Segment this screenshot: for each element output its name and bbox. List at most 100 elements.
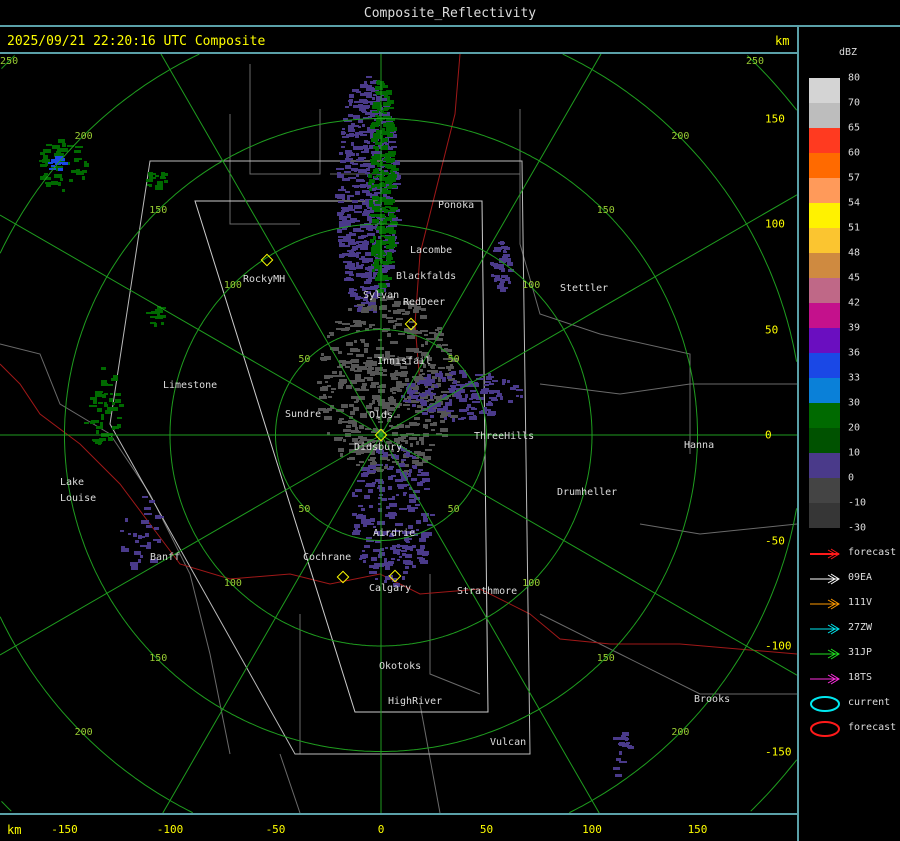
echo-cell <box>387 468 393 470</box>
echo-cell <box>388 310 391 312</box>
echo-cell <box>138 535 142 539</box>
echo-cell <box>51 181 58 185</box>
echo-cell <box>348 125 354 129</box>
echo-cell <box>354 185 359 188</box>
echo-cell <box>474 408 477 410</box>
range-ring-label: 150 <box>597 653 615 664</box>
echo-cell <box>339 174 344 178</box>
echo-cell <box>626 742 630 744</box>
echo-cell <box>353 407 359 411</box>
echo-cell <box>372 219 379 223</box>
echo-cell <box>356 174 359 177</box>
echo-cell <box>377 163 380 167</box>
echo-cell <box>360 286 364 288</box>
echo-cell <box>358 180 365 182</box>
echo-cell <box>493 250 501 252</box>
echo-cell <box>425 426 428 429</box>
echo-cell <box>361 264 364 266</box>
boundary-line <box>540 384 797 394</box>
echo-cell <box>377 399 380 402</box>
echo-cell <box>374 192 381 194</box>
echo-cell <box>406 348 414 352</box>
echo-cell <box>366 279 372 282</box>
echo-cell <box>349 94 354 98</box>
echo-cell <box>373 236 376 240</box>
echo-cell <box>382 183 385 187</box>
colorbar-unit: dBZ <box>839 47 857 58</box>
echo-cell <box>389 183 392 185</box>
echo-cell <box>467 412 474 415</box>
echo-cell <box>377 175 383 177</box>
colorbar-level: 0 <box>848 473 854 484</box>
echo-cell <box>354 524 360 528</box>
echo-cell <box>414 423 420 425</box>
radial-line <box>0 435 381 655</box>
echo-cell <box>354 211 362 213</box>
echo-cell <box>354 205 362 209</box>
echo-cell <box>383 145 388 149</box>
legend-label: 31JP <box>848 647 872 658</box>
echo-cell <box>366 92 370 96</box>
echo-cell <box>356 262 359 265</box>
echo-cell <box>46 184 51 187</box>
echo-cell <box>375 168 378 171</box>
echo-cell <box>375 149 379 151</box>
echo-cell <box>431 429 435 431</box>
echo-cell <box>142 496 148 498</box>
echo-cell <box>351 142 354 146</box>
echo-cell <box>361 339 365 343</box>
echo-cell <box>448 388 451 390</box>
echo-cell <box>391 377 397 380</box>
echo-cell <box>422 472 425 476</box>
echo-cell <box>356 159 364 161</box>
echo-cell <box>51 159 55 163</box>
echo-cell <box>411 383 415 387</box>
radar-map[interactable]: Ponoka Lacombe Blackfalds Sylvan RedDeer Rock… <box>0 54 797 813</box>
echo-cell <box>613 767 620 770</box>
echo-cell <box>344 253 349 256</box>
echo-cell <box>350 411 355 415</box>
echo-cell <box>339 242 342 245</box>
echo-cell <box>69 179 73 182</box>
echo-cell <box>369 200 373 204</box>
echo-cell <box>420 369 423 372</box>
arrow-icon <box>809 544 841 564</box>
echo-cell <box>150 173 154 175</box>
echo-cell <box>99 438 106 441</box>
echo-cell <box>332 371 337 374</box>
echo-cell <box>363 245 368 249</box>
echo-cell <box>389 124 395 128</box>
echo-cell <box>368 116 372 118</box>
echo-cell <box>349 252 355 254</box>
echo-cell <box>84 422 89 424</box>
echo-cell <box>342 228 347 230</box>
echo-cell <box>397 484 404 487</box>
echo-cell <box>74 158 82 160</box>
echo-cell <box>360 366 367 368</box>
echo-cell <box>361 508 365 511</box>
colorbar-swatch <box>809 328 840 353</box>
colorbar-level: 33 <box>848 373 860 384</box>
city-label: Sylvan <box>363 290 399 301</box>
echo-cell <box>500 289 506 292</box>
echo-cell <box>489 402 492 405</box>
echo-cell <box>365 519 371 523</box>
colorbar-level: 80 <box>848 73 860 84</box>
echo-cell <box>356 254 359 258</box>
echo-cell <box>405 440 408 444</box>
echo-cell <box>371 254 376 256</box>
echo-cell <box>420 545 425 549</box>
echo-cell <box>433 422 437 424</box>
echo-cell <box>130 562 138 566</box>
echo-cell <box>404 453 410 455</box>
echo-cell <box>412 545 416 548</box>
echo-cell <box>320 387 328 391</box>
echo-cell <box>373 308 377 311</box>
echo-cell <box>333 347 339 351</box>
echo-cell <box>338 201 344 203</box>
echo-cell <box>389 185 392 187</box>
echo-cell <box>418 471 421 473</box>
echo-cell <box>490 262 494 265</box>
echo-cell <box>435 385 438 388</box>
echo-cell <box>353 247 356 251</box>
